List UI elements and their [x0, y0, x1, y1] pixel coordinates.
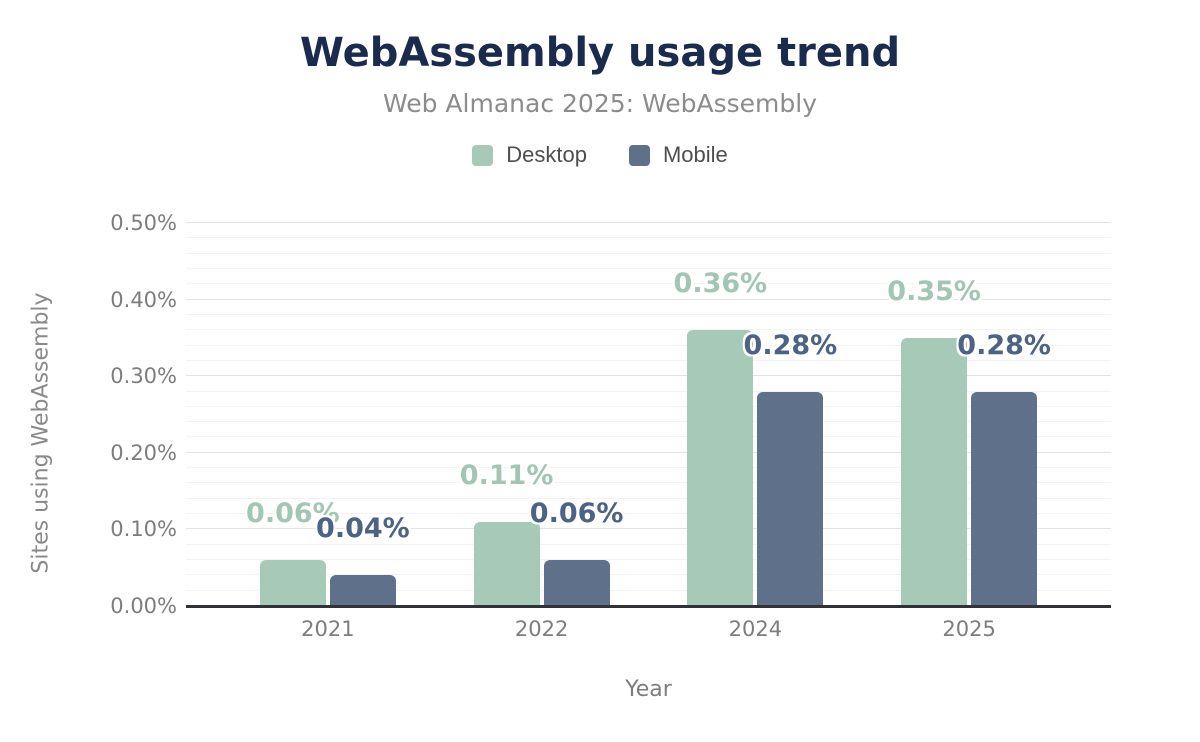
x-axis-tick-labels: 2021 2022 2024 2025	[186, 617, 1111, 641]
gridline	[186, 574, 1111, 576]
y-tick-label: 0.50%	[110, 211, 177, 235]
gridline	[186, 237, 1111, 239]
gridline	[186, 589, 1111, 591]
y-tick-label: 0.10%	[110, 517, 177, 542]
bar-group-2024: 0.36% 0.28%	[649, 223, 863, 606]
gridlines	[186, 222, 1111, 606]
x-tick-label-2025: 2025	[942, 617, 996, 641]
gridline	[186, 467, 1111, 469]
bar-value-label-desktop-2022: 0.11%	[459, 459, 554, 491]
bar-mobile-2022[interactable]: 0.06%	[530, 500, 623, 606]
bar-desktop-2022[interactable]: 0.11%	[460, 462, 553, 606]
gridline	[186, 482, 1111, 484]
bar-group-2025: 0.35% 0.28%	[862, 223, 1076, 606]
desktop-legend-label: Desktop	[506, 142, 587, 167]
bar-mobile-2021[interactable]: 0.04%	[316, 515, 410, 606]
gridline	[186, 298, 1111, 300]
bar-group-2022: 0.11% 0.06%	[435, 223, 649, 606]
bar-value-label-desktop-2021: 0.06%	[246, 498, 340, 530]
y-tick-label: 0.40%	[110, 287, 177, 312]
bar-desktop-2021[interactable]: 0.06%	[246, 500, 340, 606]
x-axis-title: Year	[625, 677, 672, 702]
gridline	[186, 313, 1111, 315]
gridline	[186, 329, 1111, 331]
y-tick-label: 0.20%	[110, 440, 177, 465]
y-tick-label: 0.30%	[110, 364, 177, 389]
gridline	[186, 222, 1111, 223]
chart-subtitle: Web Almanac 2025: WebAssembly	[382, 89, 818, 118]
gridline	[186, 390, 1111, 392]
gridline	[186, 451, 1111, 453]
gridline	[186, 283, 1111, 285]
bar-value-label-mobile-2022: 0.06%	[529, 498, 624, 530]
gridline	[186, 375, 1111, 377]
legend-item-desktop[interactable]: Desktop	[472, 142, 587, 168]
gridline	[186, 421, 1111, 423]
gridline	[186, 543, 1111, 545]
bar-value-label-desktop-2025: 0.35%	[887, 275, 981, 307]
y-axis-title: Sites using WebAssembly	[28, 292, 54, 574]
y-tick-label: 0.00%	[110, 594, 177, 618]
gridline	[186, 559, 1111, 561]
legend-item-mobile[interactable]: Mobile	[628, 142, 728, 168]
bar-desktop-2024[interactable]: 0.36%	[674, 270, 767, 606]
bar-groups: 0.06% 0.04% 0.11% 0.06% 0.36% 0.28% 0.35% 0.28%	[186, 223, 1111, 606]
gridline	[186, 405, 1111, 407]
bar-value-label-mobile-2024: 0.28%	[743, 329, 838, 361]
x-axis-line	[186, 605, 1111, 608]
x-tick-label-2024: 2024	[728, 617, 783, 641]
bar-mobile-2025[interactable]: 0.28%	[957, 332, 1051, 606]
gridline	[186, 267, 1111, 269]
plot-area: 0.06% 0.04% 0.11% 0.06% 0.36% 0.28% 0.35% 0.28%	[186, 222, 1111, 608]
chart-title: WebAssembly usage trend	[299, 30, 901, 76]
bar-mobile-2024[interactable]: 0.28%	[744, 332, 837, 606]
bar-value-label-mobile-2025: 0.28%	[957, 329, 1051, 361]
gridline	[186, 359, 1111, 361]
gridline	[186, 436, 1111, 438]
x-tick-label-2022: 2022	[514, 617, 569, 641]
bar-group-2021: 0.06% 0.04%	[221, 223, 435, 606]
gridline	[186, 344, 1111, 346]
desktop-legend-swatch-icon	[472, 144, 494, 166]
mobile-legend-swatch-icon	[628, 144, 650, 166]
bar-desktop-2025[interactable]: 0.35%	[887, 278, 981, 606]
gridline	[186, 513, 1111, 515]
gridline	[186, 528, 1111, 530]
bar-value-label-mobile-2021: 0.04%	[316, 513, 410, 545]
mobile-legend-label: Mobile	[662, 142, 728, 167]
gridline	[186, 497, 1111, 499]
bar-value-label-desktop-2024: 0.36%	[673, 268, 768, 300]
gridline	[186, 252, 1111, 254]
legend: Desktop Mobile	[0, 142, 1200, 168]
x-tick-label-2021: 2021	[301, 617, 355, 641]
